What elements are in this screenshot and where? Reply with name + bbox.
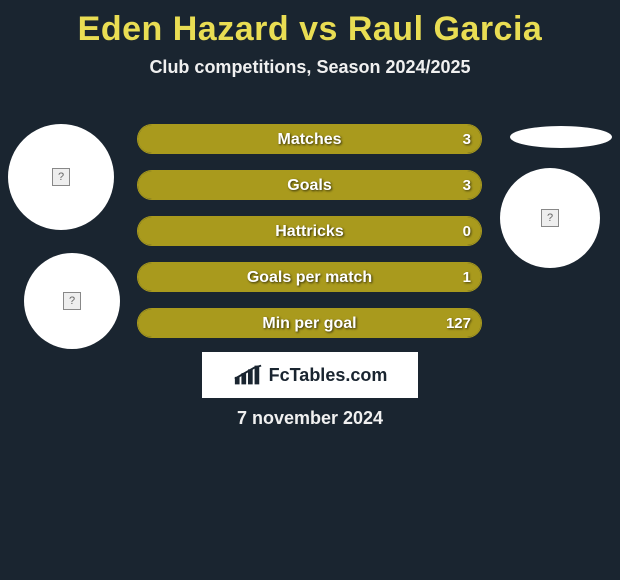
stat-row: Goals3 [137,170,482,200]
placeholder-icon: ? [541,209,559,227]
stat-row: Goals per match1 [137,262,482,292]
player1-name: Eden Hazard [78,10,289,48]
stat-value-right: 3 [463,125,471,154]
footer-date: 7 november 2024 [0,408,620,429]
player2-name: Raul Garcia [348,10,542,48]
stat-label: Matches [138,125,481,154]
player2-avatar: ? [500,168,600,268]
stat-value-right: 1 [463,263,471,292]
placeholder-icon: ? [52,168,70,186]
stat-label: Goals [138,171,481,200]
stat-value-right: 127 [446,309,471,338]
chart-icon [233,363,263,387]
subtitle: Club competitions, Season 2024/2025 [0,57,620,78]
logo-text: FcTables.com [269,365,388,386]
player1-avatar: ? [24,253,120,349]
title-vs: vs [299,10,338,48]
stats-panel: Matches3Goals3Hattricks0Goals per match1… [137,124,482,354]
stat-row: Matches3 [137,124,482,154]
stat-value-right: 3 [463,171,471,200]
stat-label: Hattricks [138,217,481,246]
stat-label: Goals per match [138,263,481,292]
stat-row: Min per goal127 [137,308,482,338]
comparison-title: Eden Hazard vs Raul Garcia [0,0,620,49]
stat-value-right: 0 [463,217,471,246]
stat-row: Hattricks0 [137,216,482,246]
source-logo: FcTables.com [202,352,418,398]
placeholder-icon: ? [63,292,81,310]
stat-label: Min per goal [138,309,481,338]
player2-club-ellipse [510,126,612,148]
player1-club-avatar: ? [8,124,114,230]
